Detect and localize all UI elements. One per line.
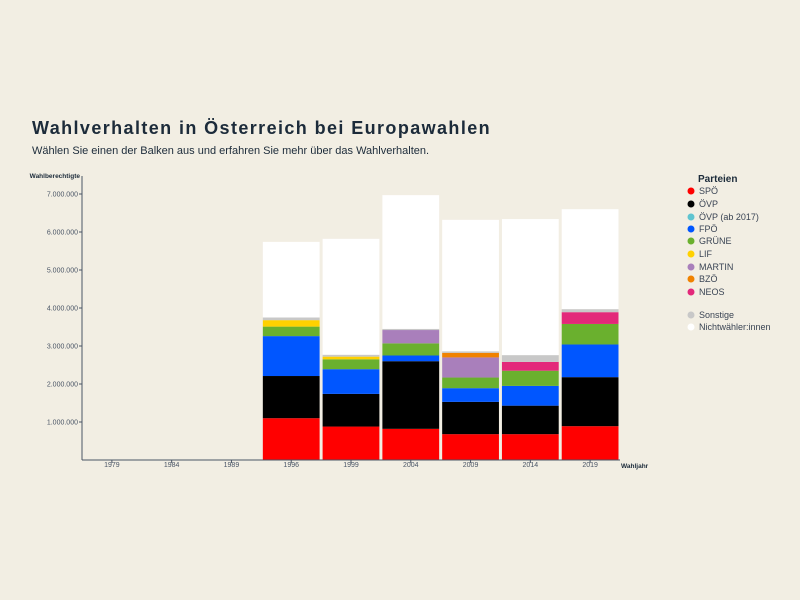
y-tick-label: 2.000.000 [47, 382, 78, 389]
legend-dot-icon [687, 250, 695, 258]
bar-segment-nichtwähler-innen[interactable] [501, 219, 559, 356]
bar-segment-sonstige[interactable] [262, 317, 320, 321]
y-tick-label: 4.000.000 [47, 306, 78, 313]
bar-segment-bzö[interactable] [442, 352, 499, 358]
bar-segment-martin[interactable] [382, 330, 440, 344]
bar-segment-grüne[interactable] [262, 326, 320, 337]
y-tick-label: 3.000.000 [47, 344, 78, 351]
legend-dot-icon [687, 288, 695, 296]
bar-segment-grüne[interactable] [442, 377, 499, 389]
y-axis-label: Wahlberechtigte [30, 173, 81, 180]
legend-item[interactable]: Sonstige [699, 310, 734, 320]
bar-segment-övp[interactable] [501, 405, 559, 435]
bar-segment-spö[interactable] [262, 418, 320, 460]
legend-dot-icon [687, 275, 695, 283]
bar-segment-grüne[interactable] [501, 370, 559, 386]
bar-segment-grüne[interactable] [382, 343, 440, 356]
bar-segment-sonstige[interactable] [501, 355, 559, 362]
axes-layer: Wahlberechtigte Wahljahr 1.000.000 2.000.… [30, 173, 649, 470]
bar-segment-nichtwähler-innen[interactable] [382, 195, 440, 329]
x-tick-label: 1979 [104, 462, 120, 469]
bar-segment-spö[interactable] [442, 434, 499, 460]
legend-dot-icon [687, 263, 695, 271]
x-tick-label: 2009 [463, 462, 479, 469]
legend-dot-icon [687, 311, 695, 319]
bar-segment-fpö[interactable] [501, 385, 559, 406]
bar-segment-lif[interactable] [262, 320, 320, 327]
bar-segment-övp[interactable] [322, 393, 380, 427]
bar-segment-fpö[interactable] [322, 369, 380, 394]
page-title: Wahlverhalten in Österreich bei Europawa… [32, 118, 492, 138]
bar-segment-fpö[interactable] [442, 388, 499, 402]
bar-segment-övp[interactable] [561, 377, 619, 427]
bar-2019[interactable] [561, 209, 619, 460]
y-tick-label: 1.000.000 [47, 420, 78, 427]
legend-item[interactable]: MARTIN [699, 262, 733, 272]
bar-segment-spö[interactable] [561, 426, 619, 460]
bar-1999[interactable] [322, 238, 380, 460]
legend-dot-icon [687, 323, 695, 331]
bar-segment-nichtwähler-innen[interactable] [262, 241, 320, 318]
bar-segment-nichtwähler-innen[interactable] [561, 209, 619, 310]
bar-segment-sonstige[interactable] [442, 351, 499, 353]
legend: Parteien SPÖ ÖVP ÖVP (ab 2017) FPÖ GRÜNE LIF M… [687, 174, 771, 332]
bar-segment-spö[interactable] [382, 428, 440, 460]
bar-segment-spö[interactable] [501, 434, 559, 460]
bar-segment-neos[interactable] [561, 312, 619, 324]
legend-item[interactable]: ÖVP [699, 199, 718, 209]
x-tick-label: 2019 [582, 462, 598, 469]
legend-title: Parteien [698, 174, 737, 185]
y-tick-label: 5.000.000 [47, 268, 78, 275]
bar-segment-neos[interactable] [501, 361, 559, 371]
bar-2009[interactable] [442, 219, 499, 460]
legend-item[interactable]: ÖVP (ab 2017) [699, 212, 759, 222]
bar-segment-martin[interactable] [442, 357, 499, 378]
bar-segment-fpö[interactable] [262, 336, 320, 377]
legend-dot-icon [687, 200, 695, 208]
legend-item[interactable]: NEOS [699, 287, 725, 297]
bar-segment-grüne[interactable] [322, 359, 380, 370]
bar-segment-nichtwähler-innen[interactable] [322, 238, 380, 355]
x-tick-label: 2004 [403, 462, 419, 469]
y-tick-label: 7.000.000 [47, 192, 78, 199]
legend-dot-icon [687, 213, 695, 221]
bar-segment-fpö[interactable] [561, 344, 619, 378]
bar-segment-nichtwähler-innen[interactable] [442, 219, 499, 352]
legend-item[interactable]: Nichtwähler:innen [699, 322, 771, 332]
x-tick-label: 2014 [523, 462, 539, 469]
legend-item[interactable]: GRÜNE [699, 236, 732, 246]
x-tick-label: 1996 [283, 462, 299, 469]
x-tick-label: 1999 [343, 462, 359, 469]
bar-segment-lif[interactable] [322, 356, 380, 360]
bar-segment-grüne[interactable] [561, 323, 619, 345]
bar-segment-övp[interactable] [442, 401, 499, 435]
bar-segment-sonstige[interactable] [382, 328, 440, 331]
legend-item[interactable]: FPÖ [699, 224, 718, 234]
legend-dot-icon [687, 237, 695, 245]
bar-1996[interactable] [262, 241, 320, 460]
bar-2004[interactable] [382, 195, 440, 460]
y-tick-label: 6.000.000 [47, 230, 78, 237]
bar-segment-övp[interactable] [262, 376, 320, 419]
legend-item[interactable]: LIF [699, 249, 713, 259]
bar-segment-fpö[interactable] [382, 355, 440, 362]
bar-segment-övp[interactable] [382, 361, 440, 429]
legend-dot-icon [687, 225, 695, 233]
bar-2014[interactable] [501, 219, 559, 460]
bar-segment-spö[interactable] [322, 426, 380, 460]
page-subtitle: Wählen Sie einen der Balken aus und erfa… [32, 145, 430, 157]
bar-segment-sonstige[interactable] [322, 354, 380, 357]
legend-dot-icon [687, 187, 695, 195]
bar-segment-sonstige[interactable] [561, 309, 619, 313]
bars-layer [262, 195, 619, 460]
legend-item[interactable]: SPÖ [699, 186, 718, 196]
legend-item[interactable]: BZÖ [699, 274, 718, 284]
x-tick-label: 1989 [224, 462, 240, 469]
x-tick-label: 1984 [164, 462, 180, 469]
x-axis-label: Wahljahr [621, 463, 649, 470]
